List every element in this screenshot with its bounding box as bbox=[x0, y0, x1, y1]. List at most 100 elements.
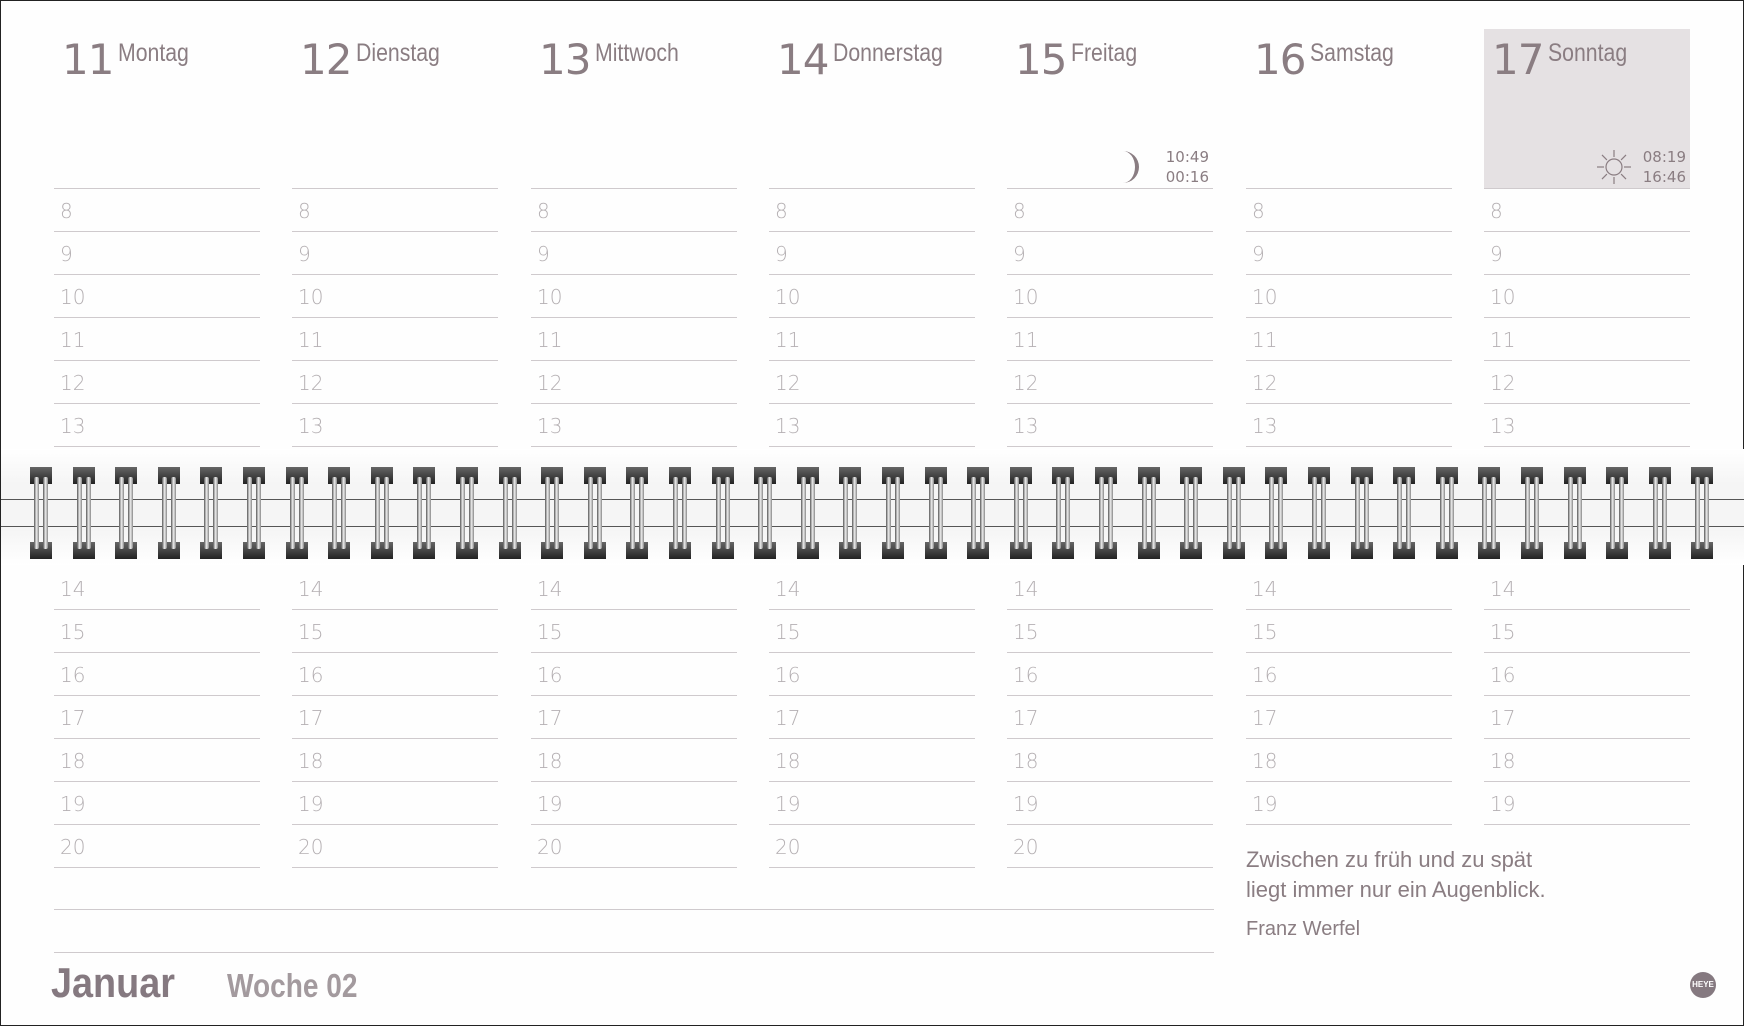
day-name: Samstag bbox=[1310, 39, 1394, 67]
hour-slot[interactable]: 16 bbox=[769, 653, 975, 696]
hour-label: 19 bbox=[1252, 792, 1278, 816]
hour-slot[interactable]: 16 bbox=[1007, 653, 1213, 696]
hour-slot[interactable]: 17 bbox=[54, 696, 260, 739]
hour-slot[interactable]: 11 bbox=[769, 318, 975, 361]
hour-label: 11 bbox=[537, 328, 563, 352]
hour-slot[interactable]: 9 bbox=[1484, 232, 1690, 275]
hour-slot[interactable]: 13 bbox=[292, 404, 498, 447]
hour-slot[interactable]: 19 bbox=[54, 782, 260, 825]
hour-slot[interactable]: 11 bbox=[531, 318, 737, 361]
hour-slot[interactable]: 18 bbox=[1484, 739, 1690, 782]
hour-slot[interactable]: 12 bbox=[54, 361, 260, 404]
hour-slot[interactable]: 10 bbox=[1007, 275, 1213, 318]
hour-slot[interactable]: 13 bbox=[1484, 404, 1690, 447]
hour-slot[interactable]: 13 bbox=[1246, 404, 1452, 447]
hour-slot[interactable]: 14 bbox=[1484, 567, 1690, 610]
hour-slot[interactable]: 9 bbox=[531, 232, 737, 275]
hour-slot[interactable]: 12 bbox=[292, 361, 498, 404]
hour-slot[interactable]: 12 bbox=[1246, 361, 1452, 404]
hour-slot[interactable]: 13 bbox=[769, 404, 975, 447]
hour-slot[interactable]: 18 bbox=[1007, 739, 1213, 782]
hour-slot[interactable]: 10 bbox=[531, 275, 737, 318]
hour-slot[interactable]: 8 bbox=[1007, 189, 1213, 232]
hour-slot[interactable]: 15 bbox=[1484, 610, 1690, 653]
hour-slot[interactable]: 14 bbox=[769, 567, 975, 610]
hour-label: 9 bbox=[298, 242, 311, 266]
hour-slot[interactable]: 8 bbox=[292, 189, 498, 232]
hour-slot[interactable]: 13 bbox=[1007, 404, 1213, 447]
hour-slot[interactable]: 10 bbox=[292, 275, 498, 318]
hour-slot[interactable]: 19 bbox=[292, 782, 498, 825]
hour-slot[interactable]: 13 bbox=[531, 404, 737, 447]
hour-slot[interactable]: 11 bbox=[292, 318, 498, 361]
hour-slot[interactable]: 11 bbox=[54, 318, 260, 361]
hour-slot[interactable]: 15 bbox=[292, 610, 498, 653]
hour-slot[interactable]: 16 bbox=[531, 653, 737, 696]
hour-slot[interactable]: 17 bbox=[1246, 696, 1452, 739]
hour-slot[interactable]: 12 bbox=[1484, 361, 1690, 404]
month-title: Januar bbox=[51, 959, 175, 1006]
hour-slot[interactable]: 15 bbox=[769, 610, 975, 653]
hour-slot[interactable]: 8 bbox=[531, 189, 737, 232]
hour-slot[interactable]: 12 bbox=[1007, 361, 1213, 404]
hour-slot[interactable]: 17 bbox=[531, 696, 737, 739]
hour-slot[interactable]: 14 bbox=[1246, 567, 1452, 610]
hour-slot[interactable]: 8 bbox=[1484, 189, 1690, 232]
hour-slot[interactable]: 16 bbox=[292, 653, 498, 696]
hour-slot[interactable]: 10 bbox=[54, 275, 260, 318]
hour-slot[interactable]: 18 bbox=[531, 739, 737, 782]
hour-slot[interactable]: 9 bbox=[1007, 232, 1213, 275]
hour-slot[interactable]: 8 bbox=[769, 189, 975, 232]
hour-slot[interactable]: 11 bbox=[1007, 318, 1213, 361]
hour-slot[interactable]: 12 bbox=[531, 361, 737, 404]
hour-slot[interactable]: 20 bbox=[1007, 825, 1213, 868]
hour-slot[interactable]: 15 bbox=[1246, 610, 1452, 653]
notes-line[interactable] bbox=[54, 952, 1214, 953]
hour-slot[interactable]: 14 bbox=[54, 567, 260, 610]
hour-slot[interactable]: 17 bbox=[769, 696, 975, 739]
hour-slot[interactable]: 11 bbox=[1246, 318, 1452, 361]
hour-slot[interactable]: 10 bbox=[1246, 275, 1452, 318]
hour-slot[interactable]: 19 bbox=[531, 782, 737, 825]
hour-slot[interactable]: 17 bbox=[1484, 696, 1690, 739]
hour-slot[interactable]: 20 bbox=[769, 825, 975, 868]
hour-slot[interactable]: 14 bbox=[292, 567, 498, 610]
hour-slot[interactable]: 13 bbox=[54, 404, 260, 447]
hour-slot[interactable]: 16 bbox=[54, 653, 260, 696]
hour-slot[interactable]: 18 bbox=[54, 739, 260, 782]
spiral-ring bbox=[1052, 467, 1075, 559]
hour-slot[interactable]: 9 bbox=[1246, 232, 1452, 275]
hour-slot[interactable]: 20 bbox=[531, 825, 737, 868]
hour-slot[interactable]: 16 bbox=[1246, 653, 1452, 696]
hour-slot[interactable]: 18 bbox=[769, 739, 975, 782]
hour-slot[interactable]: 12 bbox=[769, 361, 975, 404]
hour-slot[interactable]: 18 bbox=[292, 739, 498, 782]
hour-slot[interactable]: 8 bbox=[54, 189, 260, 232]
hour-label: 19 bbox=[298, 792, 324, 816]
notes-line[interactable] bbox=[54, 909, 1214, 910]
hour-slot[interactable]: 11 bbox=[1484, 318, 1690, 361]
hour-slot[interactable]: 10 bbox=[1484, 275, 1690, 318]
hour-slot[interactable]: 9 bbox=[292, 232, 498, 275]
hour-slot[interactable]: 9 bbox=[769, 232, 975, 275]
hour-slot[interactable]: 19 bbox=[1007, 782, 1213, 825]
hour-slot[interactable]: 15 bbox=[531, 610, 737, 653]
hour-slot[interactable]: 9 bbox=[54, 232, 260, 275]
hour-slot[interactable]: 19 bbox=[1484, 782, 1690, 825]
hour-slot[interactable]: 14 bbox=[1007, 567, 1213, 610]
hour-slot[interactable]: 17 bbox=[292, 696, 498, 739]
hour-slot[interactable]: 16 bbox=[1484, 653, 1690, 696]
hour-slot[interactable]: 20 bbox=[54, 825, 260, 868]
hour-slot[interactable]: 18 bbox=[1246, 739, 1452, 782]
hour-slot[interactable]: 10 bbox=[769, 275, 975, 318]
hour-slot[interactable]: 14 bbox=[531, 567, 737, 610]
hour-slot[interactable]: 17 bbox=[1007, 696, 1213, 739]
hour-label: 11 bbox=[1252, 328, 1278, 352]
hour-slot[interactable]: 15 bbox=[54, 610, 260, 653]
hour-slot[interactable]: 15 bbox=[1007, 610, 1213, 653]
hour-slot[interactable]: 19 bbox=[1246, 782, 1452, 825]
hour-slot[interactable]: 20 bbox=[292, 825, 498, 868]
hour-slot[interactable]: 19 bbox=[769, 782, 975, 825]
hour-slot[interactable]: 8 bbox=[1246, 189, 1452, 232]
hour-label: 12 bbox=[775, 371, 801, 395]
